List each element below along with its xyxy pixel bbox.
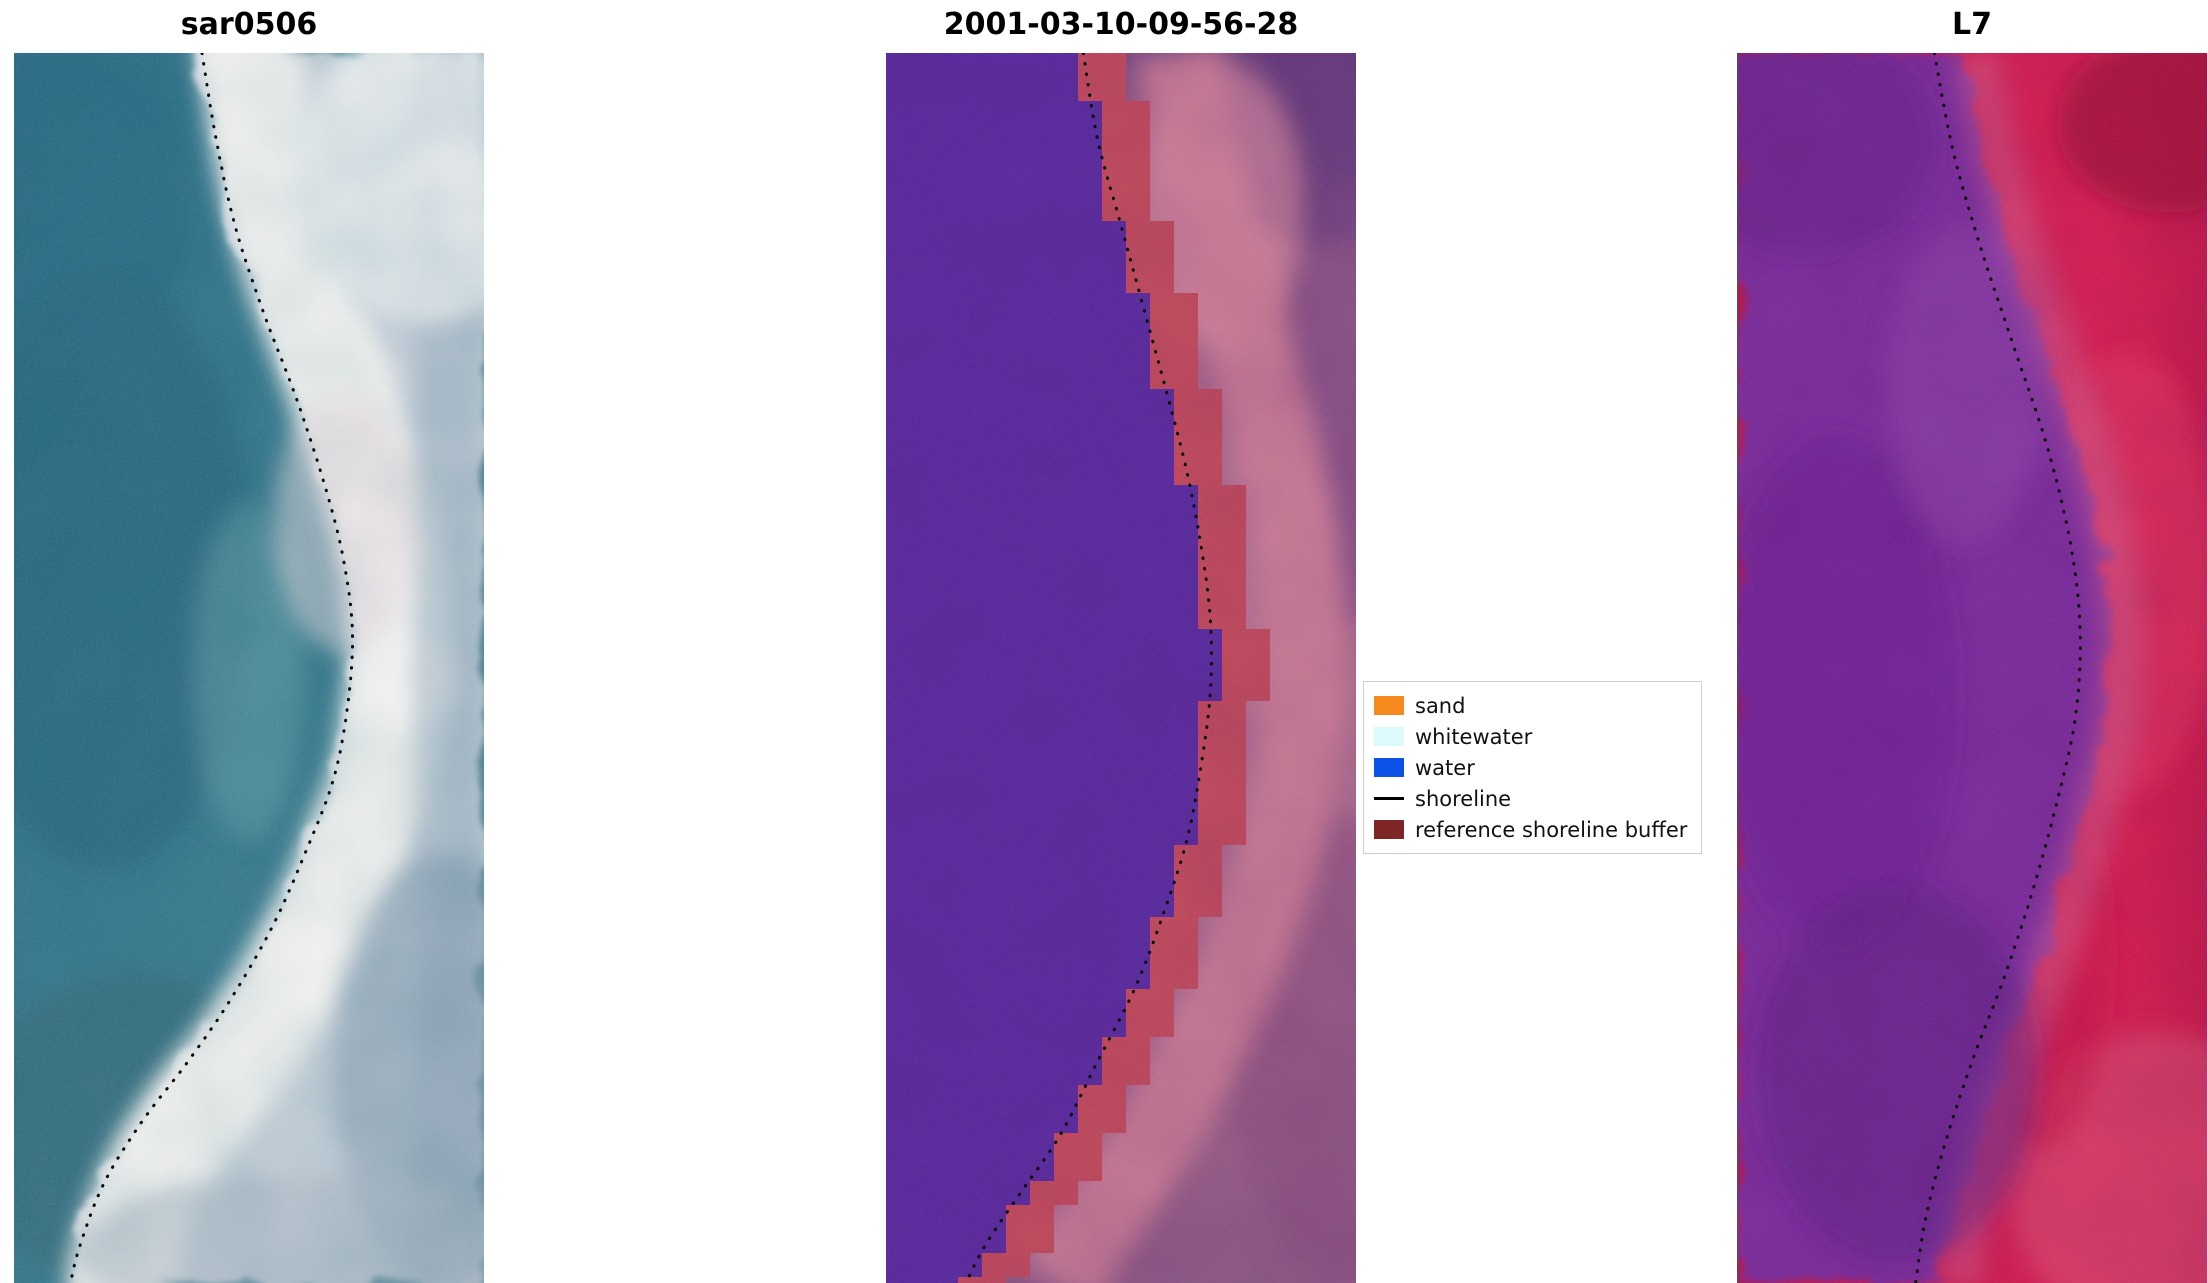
legend-label: sand: [1415, 693, 1466, 718]
p3-grain-noise: [1737, 53, 2207, 1283]
whitewater-swatch: [1374, 727, 1404, 746]
panel-l7: [1737, 53, 2207, 1283]
legend-item-water: water: [1374, 752, 1687, 783]
classification-image: [886, 53, 1356, 1283]
sar0506-image: [14, 53, 484, 1283]
water-swatch: [1374, 758, 1404, 777]
panel-sar0506: [14, 53, 484, 1283]
l7-image: [1737, 53, 2207, 1283]
legend-label: reference shoreline buffer: [1415, 817, 1688, 842]
panel-title-date: 2001-03-10-09-56-28: [943, 7, 1299, 42]
legend-label: shoreline: [1415, 786, 1512, 811]
p2-grain-noise: [886, 53, 1356, 1283]
legend-item-sand: sand: [1374, 690, 1687, 721]
legend-label: whitewater: [1415, 724, 1533, 749]
p1-grain-noise: [14, 53, 484, 1283]
legend-item-whitewater: whitewater: [1374, 721, 1687, 752]
sand-swatch: [1374, 696, 1404, 715]
reference-shoreline-buffer-swatch: [1374, 820, 1404, 839]
legend-label: water: [1415, 755, 1475, 780]
panel-classification: [886, 53, 1356, 1283]
p1-topline: [68, 53, 355, 1283]
shoreline-line-swatch: [1374, 797, 1404, 800]
legend-item-reference-shoreline-buffer: reference shoreline buffer: [1374, 814, 1687, 845]
legend-item-shoreline: shoreline: [1374, 783, 1687, 814]
panel-title-sar0506: sar0506: [180, 7, 318, 42]
legend: sand whitewater water shoreline referenc…: [1363, 681, 1703, 854]
panel-title-l7: L7: [1952, 7, 1992, 42]
